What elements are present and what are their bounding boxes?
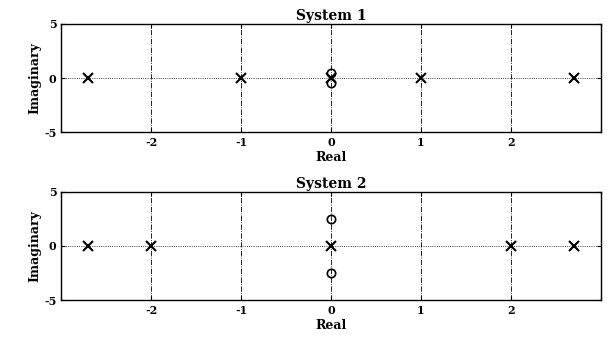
X-axis label: Real: Real [316, 151, 346, 164]
X-axis label: Real: Real [316, 319, 346, 332]
Y-axis label: Imaginary: Imaginary [28, 42, 41, 114]
Y-axis label: Imaginary: Imaginary [28, 210, 41, 282]
Title: System 2: System 2 [295, 177, 367, 191]
Title: System 1: System 1 [295, 9, 367, 23]
